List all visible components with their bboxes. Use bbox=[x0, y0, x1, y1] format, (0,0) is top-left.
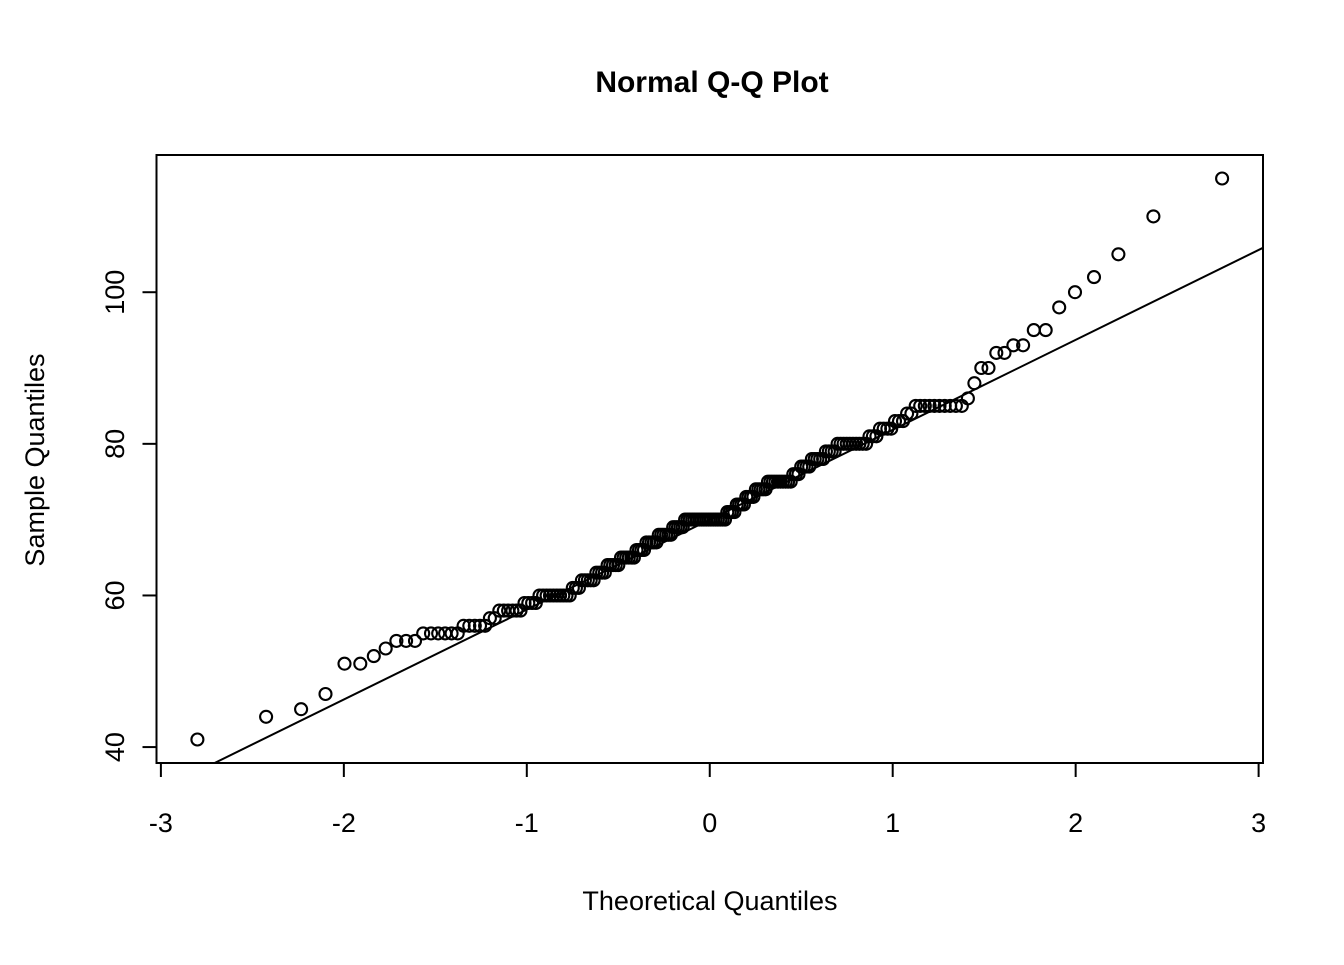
data-point bbox=[869, 429, 884, 444]
x-tick-label: -1 bbox=[515, 808, 539, 838]
data-point bbox=[913, 398, 928, 413]
x-tick-label: -3 bbox=[149, 808, 173, 838]
data-point bbox=[337, 656, 352, 671]
data-point bbox=[366, 649, 381, 664]
y-tick-label: 40 bbox=[100, 732, 130, 762]
data-point bbox=[416, 626, 431, 641]
data-point bbox=[1026, 323, 1041, 338]
data-point bbox=[431, 626, 446, 641]
data-point bbox=[981, 360, 996, 376]
data-point bbox=[1006, 338, 1021, 353]
data-point bbox=[389, 633, 404, 648]
data-point bbox=[1038, 323, 1053, 338]
data-point bbox=[1215, 171, 1230, 186]
data-point bbox=[717, 512, 733, 527]
data-point bbox=[399, 633, 414, 648]
y-tick-label: 60 bbox=[100, 580, 130, 610]
y-tick-label: 100 bbox=[100, 270, 130, 315]
chart-title: Normal Q-Q Plot bbox=[595, 66, 828, 99]
plot-box bbox=[155, 154, 1264, 764]
data-points bbox=[190, 171, 1230, 747]
data-point bbox=[353, 656, 368, 671]
data-point bbox=[294, 702, 309, 717]
data-point bbox=[974, 360, 989, 376]
data-point bbox=[932, 398, 947, 413]
y-tick-label: 80 bbox=[100, 429, 130, 459]
data-point bbox=[948, 398, 963, 413]
x-tick-label: -2 bbox=[332, 808, 356, 838]
x-tick-label: 1 bbox=[885, 808, 900, 838]
data-point bbox=[423, 626, 439, 641]
data-point bbox=[997, 345, 1012, 360]
y-axis: 40 60 80 100 bbox=[100, 270, 157, 762]
data-point bbox=[407, 633, 423, 648]
data-point bbox=[487, 611, 502, 626]
data-point bbox=[1052, 300, 1067, 315]
data-point bbox=[884, 421, 899, 436]
data-point bbox=[444, 626, 459, 641]
data-point bbox=[1067, 285, 1083, 300]
x-tick-label: 3 bbox=[1251, 808, 1266, 838]
data-point bbox=[917, 398, 932, 413]
qq-line bbox=[214, 246, 1264, 764]
data-point bbox=[908, 398, 923, 413]
data-point bbox=[467, 618, 482, 633]
y-axis-label: Sample Quantiles bbox=[20, 353, 50, 566]
data-point bbox=[482, 611, 497, 626]
data-point bbox=[259, 709, 274, 724]
x-tick-label: 2 bbox=[1068, 808, 1083, 838]
data-point bbox=[462, 618, 477, 633]
x-axis: -3 -2 -1 0 1 2 3 bbox=[149, 763, 1266, 838]
data-point bbox=[492, 603, 507, 618]
data-point bbox=[1086, 270, 1102, 285]
data-point bbox=[1016, 338, 1031, 353]
data-point bbox=[1146, 209, 1161, 224]
data-point bbox=[900, 406, 915, 421]
x-tick-label: 0 bbox=[702, 808, 717, 838]
data-point bbox=[887, 414, 903, 429]
data-point bbox=[1111, 247, 1126, 262]
x-axis-label: Theoretical Quantiles bbox=[582, 886, 837, 916]
data-point bbox=[190, 732, 205, 747]
data-point bbox=[378, 641, 393, 656]
qq-reference-line bbox=[214, 246, 1264, 764]
data-point bbox=[318, 686, 333, 702]
plot-border bbox=[155, 154, 1264, 764]
data-point bbox=[989, 345, 1004, 360]
